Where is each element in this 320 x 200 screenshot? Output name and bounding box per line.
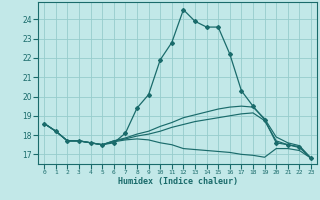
X-axis label: Humidex (Indice chaleur): Humidex (Indice chaleur)	[118, 177, 238, 186]
